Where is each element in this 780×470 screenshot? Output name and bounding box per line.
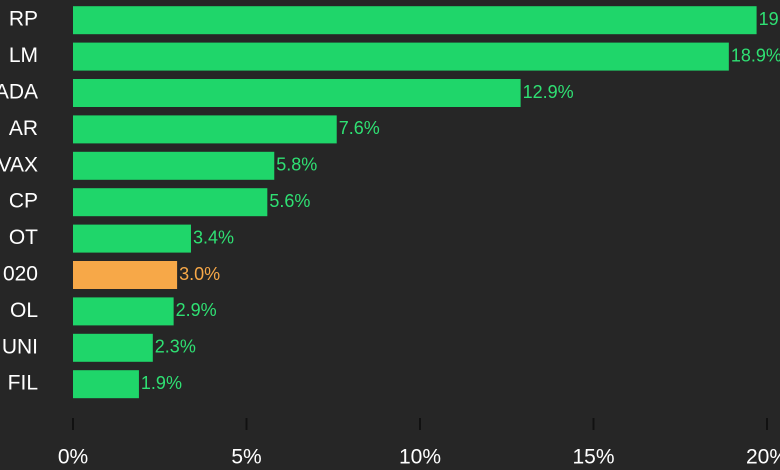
category-label: UNI bbox=[2, 335, 38, 358]
category-label: FIL bbox=[8, 372, 38, 395]
x-tick-label: 20% bbox=[746, 446, 780, 469]
category-label: CP bbox=[9, 190, 38, 213]
value-label: 19.7% bbox=[759, 9, 780, 29]
value-label: 18.9% bbox=[731, 45, 780, 65]
bar bbox=[73, 151, 275, 180]
bar bbox=[73, 42, 729, 71]
bar bbox=[73, 333, 153, 362]
category-label: RP bbox=[9, 8, 38, 31]
x-tick-label: 5% bbox=[231, 446, 261, 469]
category-label: OL bbox=[10, 299, 38, 322]
bar bbox=[73, 115, 337, 144]
category-label: 020 bbox=[3, 263, 38, 286]
value-label: 5.8% bbox=[276, 155, 317, 175]
value-label: 5.6% bbox=[269, 191, 310, 211]
value-label: 7.6% bbox=[339, 118, 380, 138]
value-label: 2.9% bbox=[176, 300, 217, 320]
x-tick-label: 15% bbox=[572, 446, 614, 469]
value-label: 3.0% bbox=[179, 264, 220, 284]
bar bbox=[73, 188, 268, 217]
value-label: 2.3% bbox=[155, 337, 196, 357]
x-tick-label: 10% bbox=[399, 446, 441, 469]
bar bbox=[73, 79, 521, 107]
category-label: VAX bbox=[0, 153, 38, 176]
x-tick-label: 0% bbox=[58, 446, 88, 469]
bar bbox=[73, 261, 178, 289]
bar bbox=[73, 297, 174, 326]
value-label: 1.9% bbox=[141, 373, 182, 393]
category-label: AR bbox=[9, 117, 38, 140]
bar bbox=[73, 224, 191, 253]
value-label: 3.4% bbox=[193, 227, 234, 247]
bar bbox=[73, 6, 757, 35]
bar bbox=[73, 370, 139, 399]
category-label: ADA bbox=[0, 81, 38, 104]
category-label: OT bbox=[9, 226, 38, 249]
value-label: 12.9% bbox=[523, 82, 574, 102]
category-label: LM bbox=[9, 44, 38, 67]
